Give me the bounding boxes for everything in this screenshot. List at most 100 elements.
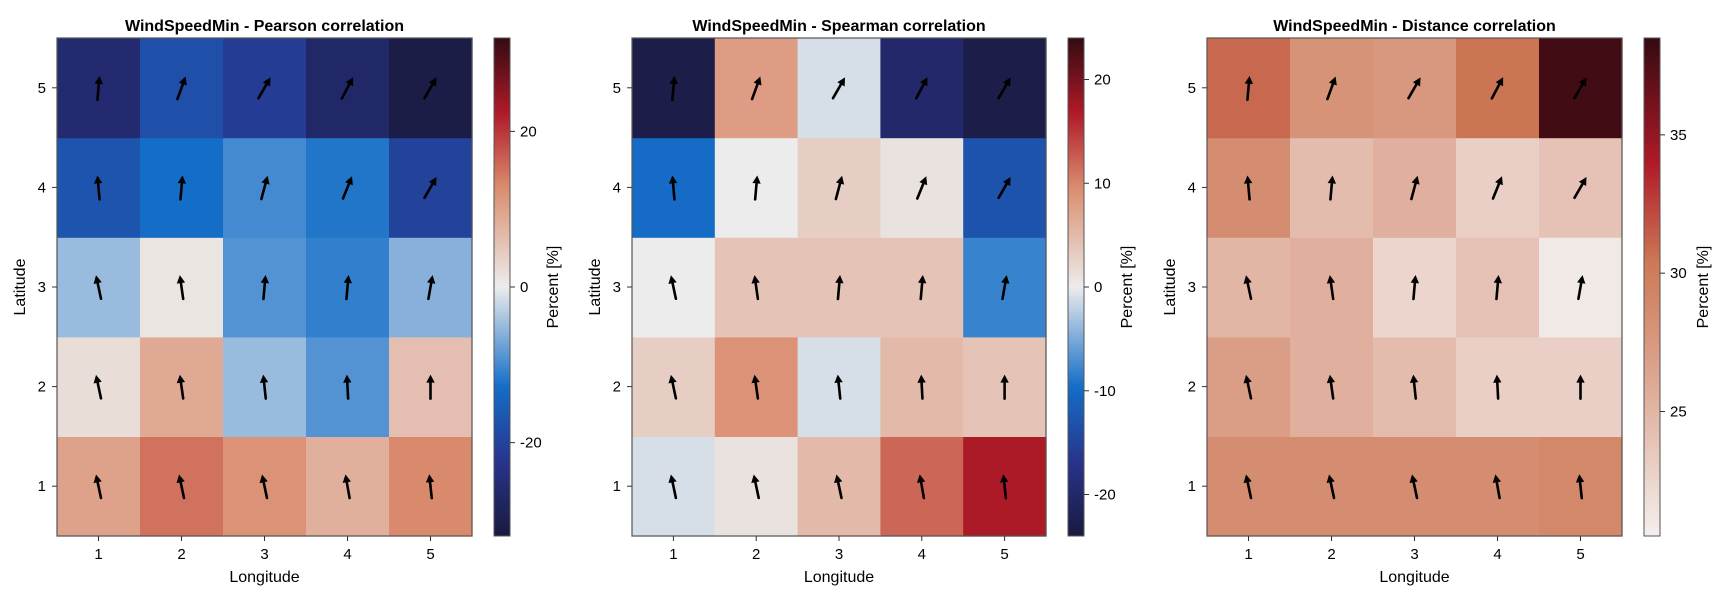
wind-arrow xyxy=(835,275,844,301)
wind-arrow xyxy=(340,77,354,100)
y-tick-label: 3 xyxy=(1188,279,1196,296)
wind-arrow xyxy=(1000,374,1009,400)
wind-arrow xyxy=(668,275,678,301)
colorbar-label: Percent [%] xyxy=(1119,246,1136,329)
y-axis-label: Latitude xyxy=(587,258,604,315)
panel-2: WindSpeedMin - Spearman correlation 1 2 3 4 5… xyxy=(587,18,1136,586)
wind-arrow xyxy=(834,175,845,201)
y-tick-label: 4 xyxy=(38,179,46,196)
wind-arrow xyxy=(1409,374,1419,400)
wind-arrow xyxy=(93,275,103,301)
colorbar-tick-label: 10 xyxy=(1094,175,1111,192)
wind-arrow xyxy=(750,76,762,101)
wind-arrow xyxy=(342,474,351,500)
x-axis-label: Longitude xyxy=(229,569,299,586)
wind-arrow xyxy=(834,374,843,400)
wind-arrow xyxy=(1326,374,1336,400)
y-tick-label: 1 xyxy=(38,478,46,495)
x-tick-label: 5 xyxy=(1576,546,1584,563)
colorbar-label: Percent [%] xyxy=(1695,246,1712,329)
y-tick-label: 3 xyxy=(613,279,621,296)
wind-arrow xyxy=(423,177,437,200)
y-tick-label: 1 xyxy=(613,478,621,495)
wind-arrow xyxy=(668,175,678,201)
colorbar xyxy=(1067,37,1085,537)
wind-arrow xyxy=(1409,474,1419,500)
wind-arrow xyxy=(259,474,269,500)
chart-title: WindSpeedMin - Pearson correlation xyxy=(125,18,404,35)
colorbar-tick-label: 20 xyxy=(1094,72,1111,89)
wind-arrow xyxy=(1244,75,1254,102)
wind-arrow xyxy=(1327,175,1337,201)
wind-arrow xyxy=(257,77,271,100)
wind-arrow xyxy=(1573,77,1587,100)
y-axis-label: Latitude xyxy=(1162,258,1179,315)
x-tick-label: 4 xyxy=(1493,546,1501,563)
wind-arrow xyxy=(1326,474,1336,500)
wind-arrow xyxy=(997,177,1011,200)
wind-arrow xyxy=(259,374,269,400)
wind-arrow xyxy=(751,374,760,400)
x-axis-label: Longitude xyxy=(804,569,874,586)
colorbar-tick-label: -20 xyxy=(520,435,542,452)
x-tick-label: 3 xyxy=(835,546,843,563)
wind-arrow xyxy=(176,76,187,101)
wind-arrow xyxy=(1326,275,1336,301)
y-tick-label: 1 xyxy=(1188,478,1196,495)
x-tick-label: 1 xyxy=(1244,546,1252,563)
wind-arrow xyxy=(668,374,678,400)
wind-arrow xyxy=(1410,275,1420,301)
y-tick-label: 2 xyxy=(613,379,621,396)
colorbar-tick-label: -10 xyxy=(1094,383,1116,400)
colorbar xyxy=(493,37,511,537)
wind-arrow xyxy=(94,75,104,102)
chart-title: WindSpeedMin - Spearman correlation xyxy=(692,18,985,35)
wind-arrow xyxy=(343,374,352,400)
wind-arrow xyxy=(1243,374,1253,400)
wind-arrow xyxy=(1326,76,1337,101)
wind-arrow xyxy=(343,275,353,301)
colorbar-tick-label: 20 xyxy=(520,123,537,140)
wind-arrow xyxy=(1576,374,1585,400)
colorbar-tick-label: -20 xyxy=(1094,487,1116,504)
wind-arrow xyxy=(423,77,437,100)
colorbar-tick-label: 35 xyxy=(1670,127,1687,144)
wind-arrow xyxy=(1001,275,1010,301)
wind-arrow xyxy=(426,374,435,400)
wind-arrow xyxy=(260,175,270,201)
y-tick-label: 5 xyxy=(38,80,46,97)
wind-arrow xyxy=(752,175,761,201)
x-tick-label: 4 xyxy=(343,546,351,563)
wind-arrow xyxy=(1573,177,1587,200)
wind-arrow xyxy=(1410,175,1420,201)
wind-arrow xyxy=(1493,275,1503,301)
y-tick-label: 4 xyxy=(613,179,621,196)
wind-arrow xyxy=(834,474,843,500)
x-tick-label: 4 xyxy=(918,546,926,563)
y-tick-label: 4 xyxy=(1188,179,1196,196)
x-tick-label: 2 xyxy=(177,546,185,563)
wind-arrow xyxy=(176,374,186,400)
wind-arrow xyxy=(177,175,187,201)
wind-arrow xyxy=(427,275,436,301)
y-axis-label: Latitude xyxy=(12,258,29,315)
x-tick-label: 2 xyxy=(1327,546,1335,563)
x-axis-label: Longitude xyxy=(1379,569,1449,586)
wind-arrow xyxy=(917,275,927,301)
wind-arrow xyxy=(1243,175,1253,201)
wind-arrow xyxy=(997,77,1011,100)
wind-arrow xyxy=(1243,275,1253,301)
wind-arrow xyxy=(1575,474,1585,500)
wind-arrow xyxy=(93,474,103,500)
colorbar-tick-label: 0 xyxy=(1094,279,1102,296)
colorbar-label: Percent [%] xyxy=(545,246,562,329)
wind-arrow xyxy=(1243,474,1253,500)
x-tick-label: 1 xyxy=(94,546,102,563)
y-tick-label: 2 xyxy=(38,379,46,396)
x-tick-label: 3 xyxy=(1410,546,1418,563)
wind-arrow xyxy=(914,77,928,100)
chart-title: WindSpeedMin - Distance correlation xyxy=(1273,18,1556,35)
wind-arrow xyxy=(915,176,928,200)
wind-arrow xyxy=(1000,474,1009,500)
x-tick-label: 5 xyxy=(426,546,434,563)
